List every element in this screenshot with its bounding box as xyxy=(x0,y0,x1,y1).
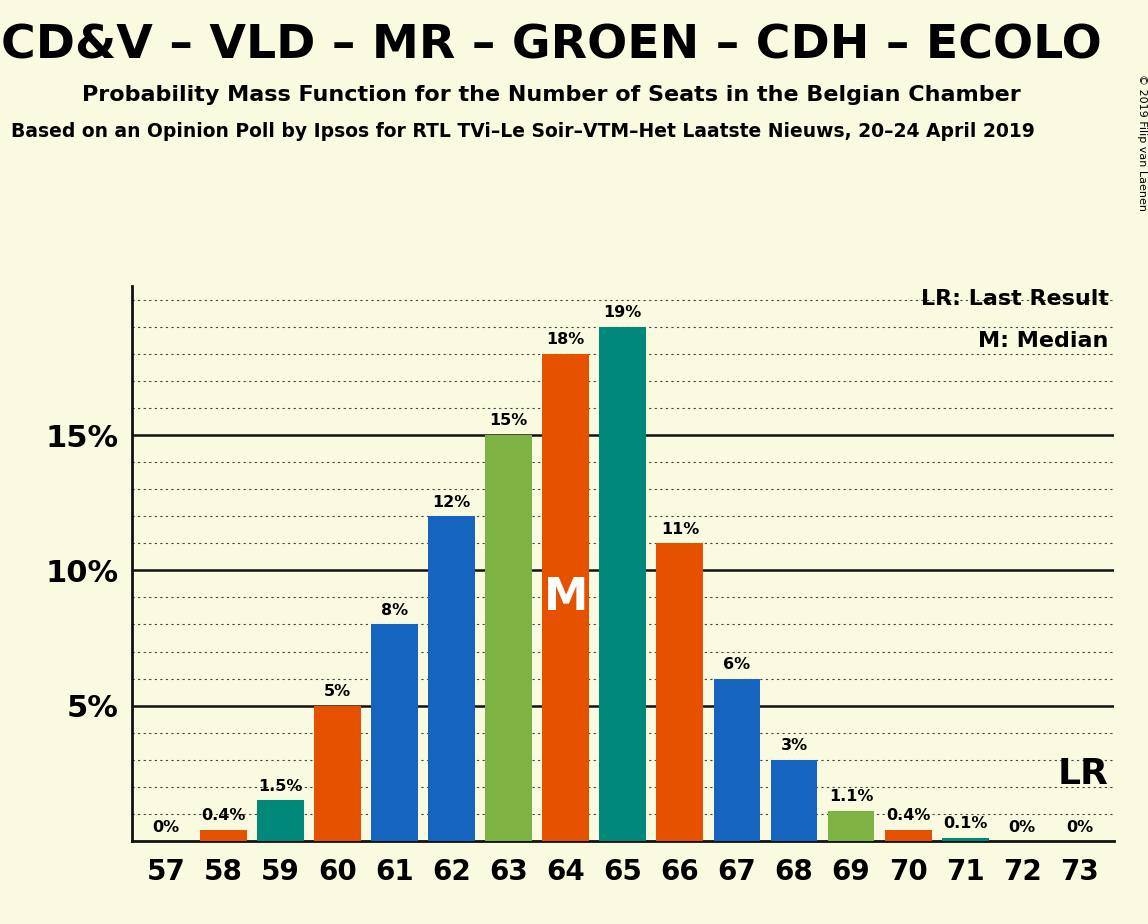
Bar xyxy=(257,800,304,841)
Text: 5%: 5% xyxy=(324,684,351,699)
Text: 15%: 15% xyxy=(489,413,528,429)
Text: 0.4%: 0.4% xyxy=(886,808,930,823)
Text: 19%: 19% xyxy=(604,305,642,321)
Bar xyxy=(885,830,931,841)
Bar xyxy=(714,678,760,841)
Bar xyxy=(542,354,589,841)
Text: Based on an Opinion Poll by Ipsos for RTL TVi–Le Soir–VTM–Het Laatste Nieuws, 20: Based on an Opinion Poll by Ipsos for RT… xyxy=(11,122,1035,141)
Text: 0.1%: 0.1% xyxy=(943,817,987,832)
Text: 12%: 12% xyxy=(433,494,471,509)
Text: M: M xyxy=(543,576,588,619)
Bar xyxy=(941,838,988,841)
Text: LR: Last Result: LR: Last Result xyxy=(921,289,1109,310)
Text: 1.1%: 1.1% xyxy=(829,789,874,804)
Text: 11%: 11% xyxy=(661,521,699,537)
Text: LR: LR xyxy=(1057,758,1109,791)
Bar xyxy=(828,811,875,841)
Bar xyxy=(486,435,532,841)
Text: CD&V – VLD – MR – GROEN – CDH – ECOLO: CD&V – VLD – MR – GROEN – CDH – ECOLO xyxy=(1,23,1101,68)
Bar xyxy=(200,830,247,841)
Text: 18%: 18% xyxy=(546,333,584,347)
Text: 1.5%: 1.5% xyxy=(258,779,303,794)
Bar xyxy=(599,327,646,841)
Bar xyxy=(371,625,418,841)
Text: 0%: 0% xyxy=(153,821,180,835)
Text: 3%: 3% xyxy=(781,738,807,753)
Bar xyxy=(315,706,360,841)
Text: 0.4%: 0.4% xyxy=(201,808,246,823)
Text: © 2019 Filip van Laenen: © 2019 Filip van Laenen xyxy=(1138,74,1147,211)
Bar xyxy=(657,543,704,841)
Text: Probability Mass Function for the Number of Seats in the Belgian Chamber: Probability Mass Function for the Number… xyxy=(82,85,1021,105)
Bar xyxy=(770,760,817,841)
Text: 0%: 0% xyxy=(1065,821,1093,835)
Bar xyxy=(428,517,475,841)
Text: 6%: 6% xyxy=(723,657,751,672)
Text: 8%: 8% xyxy=(381,602,408,618)
Text: 0%: 0% xyxy=(1009,821,1035,835)
Text: M: Median: M: Median xyxy=(978,331,1109,351)
